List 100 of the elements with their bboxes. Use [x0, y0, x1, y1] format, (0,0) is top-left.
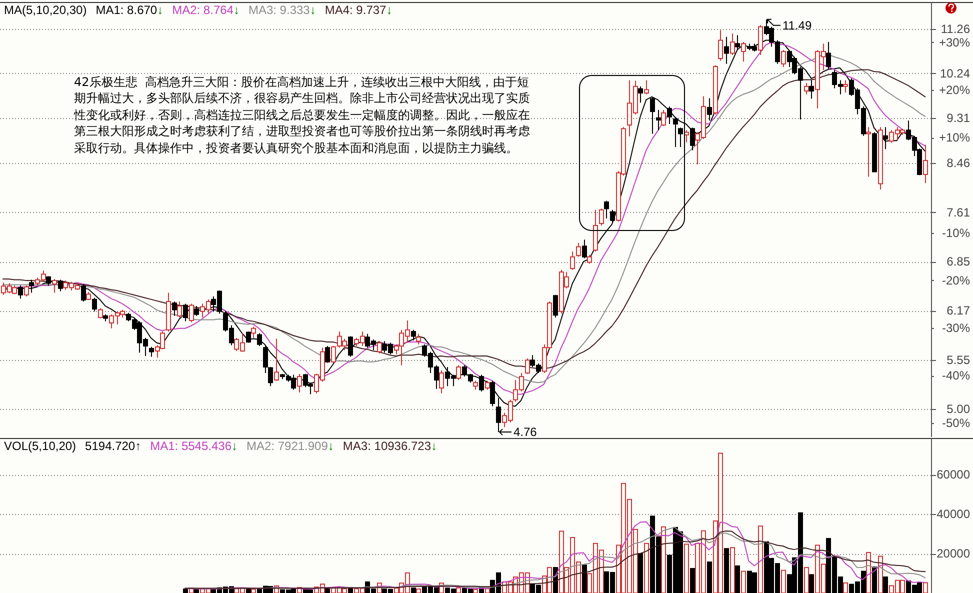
y-tick-label: 10.24 — [940, 66, 970, 80]
candlestick — [331, 346, 336, 364]
candlestick — [599, 208, 604, 226]
text: MA2: 7921.909↓ — [246, 439, 334, 453]
y-tick-label: 11.26 — [940, 22, 970, 36]
candlestick — [525, 358, 530, 374]
text: MA2: 8.764↓ — [172, 3, 240, 17]
candlestick — [485, 380, 490, 390]
candlestick — [166, 292, 171, 332]
bar — [183, 588, 188, 593]
candlestick — [707, 98, 712, 121]
candlestick — [741, 41, 746, 62]
candlestick — [587, 254, 592, 264]
candlestick — [81, 284, 86, 302]
bar — [194, 588, 199, 593]
y-tick-label: 9.31 — [946, 110, 970, 125]
y-tick-label: 20000 — [936, 546, 970, 561]
candlestick — [673, 117, 678, 148]
y2-tick-label: -50% — [942, 416, 970, 430]
text: MA3: 9.333↓ — [248, 3, 316, 17]
candlestick — [18, 284, 23, 300]
candlestick — [268, 366, 273, 387]
candlestick — [724, 36, 729, 64]
candlestick — [257, 332, 262, 347]
candlestick — [377, 340, 382, 354]
candlestick — [872, 132, 877, 173]
y2-tick-label: +20% — [938, 83, 970, 98]
candlestick — [189, 303, 194, 323]
candlestick — [661, 109, 666, 127]
candlestick — [730, 32, 735, 56]
text: MA3: 10936.723↓ — [342, 439, 437, 453]
candlestick — [690, 127, 695, 151]
candlestick — [758, 24, 763, 56]
annotation: 4.76 — [514, 425, 538, 440]
candlestick — [582, 239, 587, 259]
candlestick — [866, 126, 871, 178]
candlestick — [98, 308, 103, 319]
candlestick — [878, 126, 883, 190]
candlestick — [439, 370, 444, 394]
bar — [684, 544, 689, 593]
candlestick — [297, 373, 302, 393]
y-tick-label: 6.17 — [946, 304, 970, 318]
candlestick — [103, 314, 108, 322]
candlestick — [718, 30, 723, 62]
candlestick — [325, 346, 330, 364]
candlestick — [274, 338, 279, 382]
bar — [582, 564, 587, 593]
candlestick — [593, 209, 598, 252]
candlestick — [194, 306, 199, 316]
y2-tick-label: +10% — [938, 130, 970, 145]
legend-title: MA(5,10,20,30) — [4, 3, 87, 17]
y-tick-label: 8.46 — [946, 156, 970, 170]
bar — [644, 542, 649, 593]
bar — [416, 588, 421, 593]
bar — [741, 570, 746, 593]
y2-tick-label: -40% — [942, 368, 970, 383]
bar — [485, 588, 490, 593]
candlestick — [92, 297, 97, 312]
y-tick-label: 7.61 — [946, 205, 970, 220]
bar — [724, 548, 729, 593]
bar — [809, 574, 814, 593]
y-tick-label: 5.55 — [946, 353, 970, 368]
candlestick — [804, 82, 809, 95]
candlestick — [610, 209, 615, 224]
y-tick-label: 5.00 — [946, 402, 970, 416]
candlestick — [52, 278, 57, 294]
candlestick — [667, 106, 672, 125]
annotation: 42乐极生悲 高档急升三大阳：股价在高档加速上升，连续收出三根中大阳线，由于短期升幅过大，多头部队后续不济，很容易产生回档。除非上市公司经营状况出现了实质性变化或利好，否则，高档连拉三阳线之后总要发生一定幅度的调整。因此，一般应在第三根大阳形成之时考虑获利了结，进取型投资者也可等股价拉出第一条阴线时再考虑采取行动。具体操作中，投资者要认真研究个股基本面和消息面，以提防主力骗线。 — [74, 74, 531, 156]
bar — [456, 587, 461, 593]
text: MA1: 5545.436↓ — [150, 439, 238, 453]
text: MA4: 9.737↓ — [324, 3, 392, 17]
candlestick — [576, 242, 581, 258]
bar — [923, 582, 928, 593]
bar — [638, 553, 643, 593]
candlestick — [416, 333, 421, 345]
candlestick — [479, 374, 484, 392]
candlestick — [638, 86, 643, 104]
y2-tick-label: +30% — [938, 36, 970, 50]
candlestick — [24, 284, 29, 297]
candlestick — [713, 64, 718, 115]
candlestick — [411, 329, 416, 341]
y2-tick-label: -30% — [942, 321, 970, 336]
candlestick — [604, 200, 609, 220]
bar — [690, 568, 695, 593]
y2-tick-label: -10% — [942, 226, 970, 240]
bar — [251, 588, 256, 593]
candlestick — [149, 346, 154, 358]
bar — [735, 565, 740, 593]
candlestick — [183, 303, 188, 322]
candlestick — [553, 294, 558, 318]
bar — [730, 547, 735, 593]
bar — [878, 556, 883, 593]
bar — [411, 588, 416, 593]
candlestick — [843, 80, 848, 93]
candlestick — [58, 279, 63, 292]
candlestick — [650, 96, 655, 134]
bar — [246, 588, 251, 593]
bar — [804, 567, 809, 593]
candlestick — [644, 80, 649, 95]
bar — [872, 566, 877, 593]
